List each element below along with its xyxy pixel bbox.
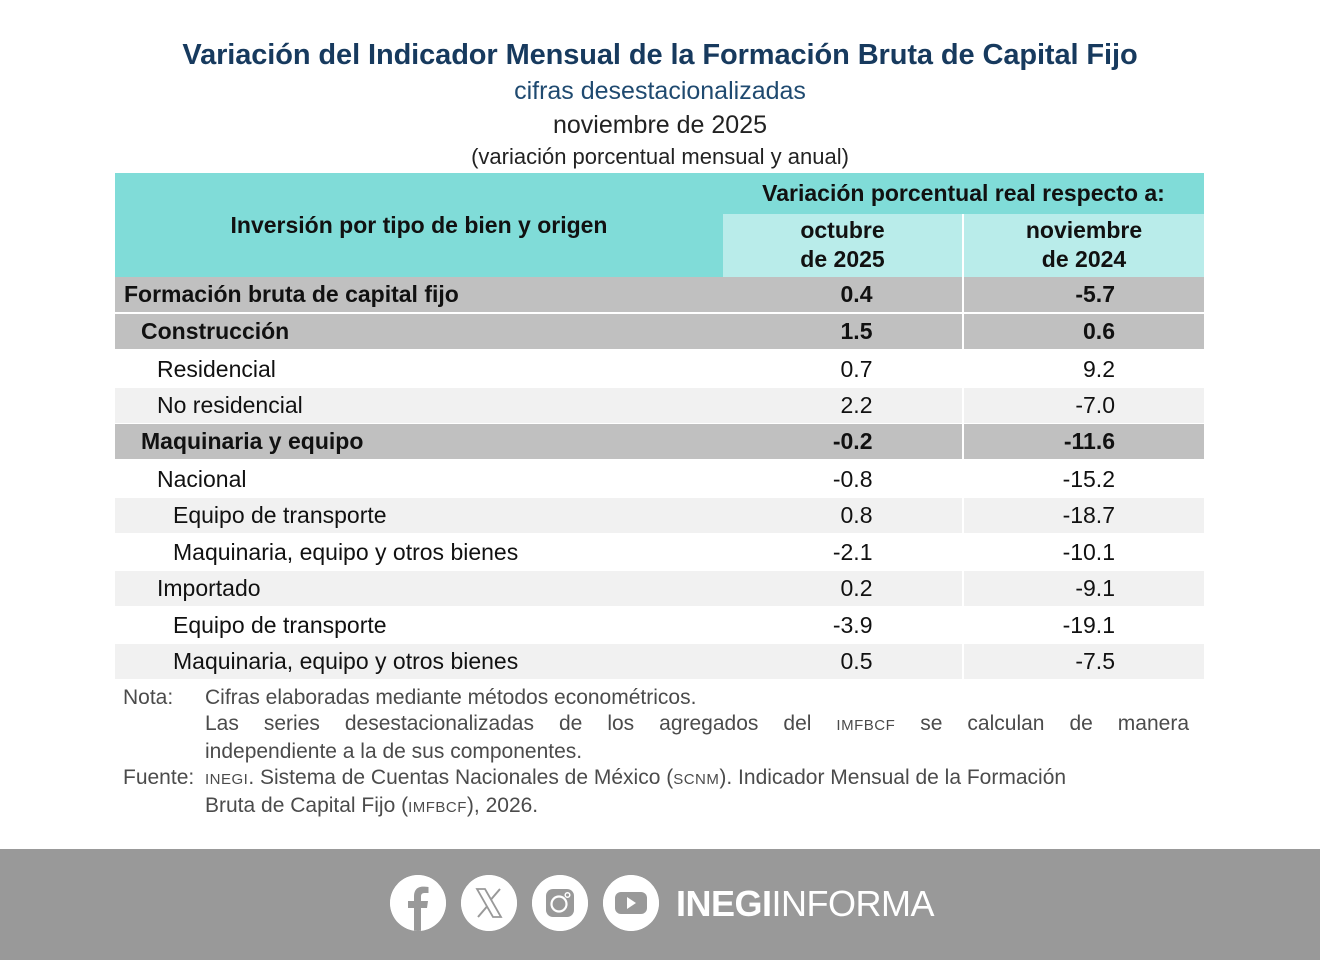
cell-annual: -15.2: [964, 461, 1205, 498]
cell-monthly: 0.4: [723, 277, 964, 314]
row-label: Residencial: [115, 351, 723, 388]
notes-section: Nota: Cifras elaboradas mediante métodos…: [123, 685, 1189, 821]
units-label: (variación porcentual mensual y anual): [471, 144, 849, 169]
footer-bar: INEGIINFORMA: [0, 849, 1320, 960]
table-row: Residencial 0.7 9.2: [115, 351, 1205, 388]
cell-monthly: -0.8: [723, 461, 964, 498]
brand-inegi-informa[interactable]: INEGIINFORMA: [676, 883, 935, 924]
title-block: Variación del Indicador Mensual de la Fo…: [0, 36, 1320, 172]
facebook-icon[interactable]: [390, 875, 446, 931]
brand-light: INFORMA: [771, 883, 935, 924]
column-header-nov-2024: noviembre de 2024: [964, 213, 1205, 277]
fuente-label: Fuente:: [123, 766, 195, 789]
social-icons: [390, 875, 659, 931]
column-header-group: Variación porcentual real respecto a:: [723, 173, 1205, 214]
column-header-line: de 2025: [800, 246, 885, 273]
cell-monthly: 0.8: [723, 498, 964, 534]
column-header-category: Inversión por tipo de bien y origen: [115, 173, 723, 277]
cell-annual: -5.7: [964, 277, 1205, 314]
table-row: Importado 0.2 -9.1: [115, 571, 1205, 607]
table-row: Nacional -0.8 -15.2: [115, 461, 1205, 498]
row-label: Maquinaria y equipo: [115, 424, 723, 461]
x-icon[interactable]: [461, 875, 517, 931]
cell-annual: -9.1: [964, 571, 1205, 607]
nota-line: Cifras elaboradas mediante métodos econo…: [205, 686, 697, 709]
row-label: Maquinaria, equipo y otros bienes: [115, 534, 723, 571]
row-label: No residencial: [115, 388, 723, 424]
cell-annual: -18.7: [964, 498, 1205, 534]
cell-monthly: 2.2: [723, 388, 964, 424]
row-label: Equipo de transporte: [115, 498, 723, 534]
table-row: Equipo de transporte -3.9 -19.1: [115, 607, 1205, 644]
nota-label: Nota:: [123, 686, 174, 709]
cell-monthly: 0.7: [723, 351, 964, 388]
cell-monthly: 1.5: [723, 314, 964, 351]
nota-line: independiente a la de sus componentes.: [205, 740, 583, 763]
table-row: No residencial 2.2 -7.0: [115, 388, 1205, 424]
abbr-inegi: INEGI: [205, 771, 249, 788]
nota-line: Las series desestacionalizadas de los ag…: [205, 712, 1190, 735]
cell-annual: 9.2: [964, 351, 1205, 388]
column-header-line: noviembre: [1025, 217, 1143, 244]
table-row: Construcción 1.5 0.6: [115, 314, 1205, 351]
brand-bold: INEGI: [676, 883, 772, 924]
cell-monthly: -2.1: [723, 534, 964, 571]
fuente-line: Bruta de Capital Fijo (IMFBCF), 2026.: [205, 794, 539, 817]
row-label: Importado: [115, 571, 723, 607]
table-row: Maquinaria, equipo y otros bienes -2.1 -…: [115, 534, 1205, 571]
cell-monthly: 0.2: [723, 571, 964, 607]
cell-annual: -10.1: [964, 534, 1205, 571]
cell-monthly: -0.2: [723, 424, 964, 461]
instagram-icon[interactable]: [532, 875, 588, 931]
table-row: Maquinaria, equipo y otros bienes 0.5 -7…: [115, 644, 1205, 680]
cell-annual: 0.6: [964, 314, 1205, 351]
table-row: Formación bruta de capital fijo 0.4 -5.7: [115, 277, 1205, 314]
cell-annual: -7.0: [964, 388, 1205, 424]
row-label: Equipo de transporte: [115, 607, 723, 644]
cell-annual: -19.1: [964, 607, 1205, 644]
row-label: Maquinaria, equipo y otros bienes: [115, 644, 723, 680]
fuente-block: Fuente: INEGI. Sistema de Cuentas Nacion…: [123, 765, 1189, 821]
column-header-line: octubre: [800, 217, 885, 244]
table-row: Maquinaria y equipo -0.2 -11.6: [115, 424, 1205, 461]
nota-block: Nota: Cifras elaboradas mediante métodos…: [123, 685, 1189, 765]
page-subtitle: cifras desestacionalizadas: [514, 77, 806, 105]
page-title: Variación del Indicador Mensual de la Fo…: [182, 39, 1138, 71]
column-header-line: de 2024: [1041, 246, 1127, 273]
youtube-icon[interactable]: [603, 875, 659, 931]
row-label: Nacional: [115, 461, 723, 498]
cell-monthly: -3.9: [723, 607, 964, 644]
column-header-oct-2025: octubre de 2025: [723, 213, 964, 277]
period-label: noviembre de 2025: [552, 111, 768, 139]
row-label: Construcción: [115, 314, 723, 351]
row-label: Formación bruta de capital fijo: [115, 277, 723, 314]
abbr-imfbcf: IMFBCF: [408, 799, 467, 816]
cell-annual: -11.6: [964, 424, 1205, 461]
data-table: Inversión por tipo de bien y origen Vari…: [115, 173, 1205, 680]
abbr-imfbcf: IMFBCF: [836, 717, 896, 734]
fuente-line: INEGI. Sistema de Cuentas Nacionales de …: [205, 766, 1067, 789]
cell-annual: -7.5: [964, 644, 1205, 680]
table-row: Equipo de transporte 0.8 -18.7: [115, 498, 1205, 534]
cell-monthly: 0.5: [723, 644, 964, 680]
abbr-scnm: SCNM: [673, 771, 720, 788]
